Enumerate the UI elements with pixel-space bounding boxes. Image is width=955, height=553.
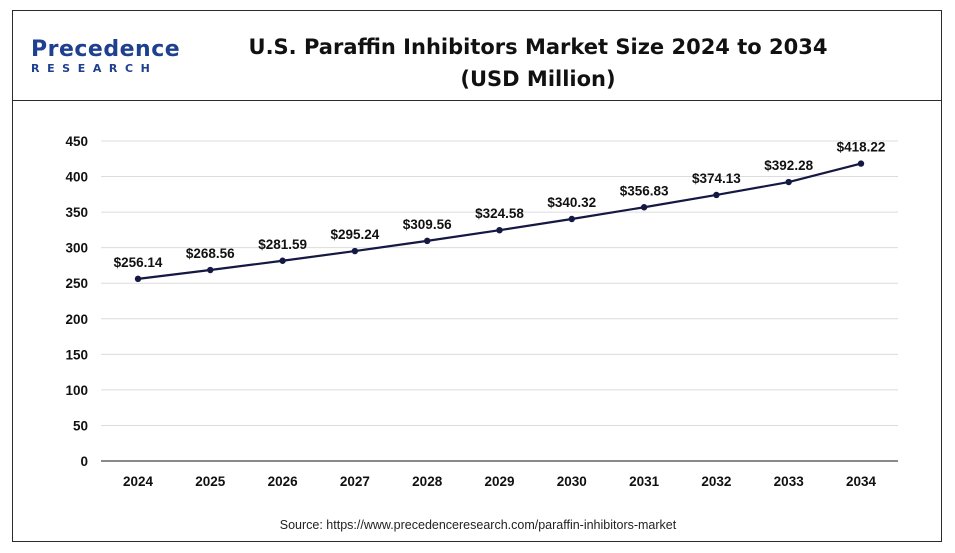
y-tick-label: 200: [65, 312, 88, 327]
data-point: [785, 178, 792, 186]
y-axis: 0 50 100 150 200 250 300 350 400 450: [65, 134, 88, 469]
data-point: [134, 275, 142, 283]
y-tick-label: 0: [80, 454, 88, 469]
chart-header: Precedence RESEARCH U.S. Paraffin Inhibi…: [13, 11, 941, 101]
y-tick-label: 450: [65, 134, 88, 149]
x-tick-label: 2028: [412, 474, 443, 489]
data-label: $268.56: [186, 246, 235, 261]
y-tick-label: 100: [65, 383, 88, 398]
x-tick-label: 2025: [195, 474, 226, 489]
x-tick-label: 2024: [123, 474, 154, 489]
data-point: [568, 215, 575, 223]
data-label: $374.13: [692, 171, 741, 186]
chart-frame: Precedence RESEARCH U.S. Paraffin Inhibi…: [12, 10, 942, 542]
brand-logo: Precedence RESEARCH: [31, 37, 181, 76]
data-point: [496, 226, 503, 234]
series: [134, 160, 865, 283]
x-tick-label: 2034: [846, 474, 877, 489]
data-label: $324.58: [475, 206, 524, 221]
data-point: [424, 237, 431, 245]
x-tick-label: 2031: [629, 474, 660, 489]
data-label: $281.59: [258, 237, 307, 252]
data-labels: $256.14 $268.56 $281.59 $295.24 $309.56 $324.…: [114, 140, 886, 270]
data-point: [351, 247, 359, 255]
logo-subtitle: RESEARCH: [31, 62, 158, 75]
data-label: $309.56: [403, 217, 452, 232]
chart-title: U.S. Paraffin Inhibitors Market Size 202…: [238, 31, 838, 95]
x-tick-label: 2027: [340, 474, 370, 489]
data-label: $256.14: [114, 255, 163, 270]
data-point: [279, 257, 286, 264]
data-label: $295.24: [330, 227, 379, 242]
x-tick-label: 2029: [484, 474, 514, 489]
x-tick-label: 2032: [701, 474, 731, 489]
y-tick-label: 250: [65, 276, 88, 291]
data-point: [207, 266, 214, 274]
data-point: [640, 204, 648, 211]
series-line: [137, 162, 862, 280]
data-point: [857, 160, 865, 167]
source-note: Source: https://www.precedenceresearch.c…: [279, 518, 677, 532]
data-label: $340.32: [547, 195, 596, 210]
data-label: $418.22: [837, 140, 886, 155]
data-point: [713, 191, 720, 199]
y-tick-label: 350: [65, 205, 88, 220]
chart-title-line2: (USD Million): [460, 67, 616, 91]
data-label: $392.28: [764, 158, 813, 173]
y-tick-label: 300: [65, 241, 88, 256]
x-tick-label: 2033: [774, 474, 805, 489]
chart-title-line1: U.S. Paraffin Inhibitors Market Size 202…: [248, 35, 828, 59]
gridlines: [101, 140, 898, 426]
data-label: $356.83: [620, 183, 669, 198]
logo-wordmark: Precedence: [31, 37, 181, 62]
line-chart: 0 50 100 150 200 250 300 350 400 450 2024 2025 2026…: [65, 134, 898, 489]
y-tick-label: 400: [65, 170, 88, 185]
x-tick-label: 2026: [268, 474, 299, 489]
x-tick-label: 2030: [557, 474, 587, 489]
y-tick-label: 150: [65, 347, 88, 362]
y-tick-label: 50: [73, 418, 88, 433]
x-axis: 2024 2025 2026 2027 2028 2029 2030 2031 2032 2033…: [101, 460, 898, 489]
